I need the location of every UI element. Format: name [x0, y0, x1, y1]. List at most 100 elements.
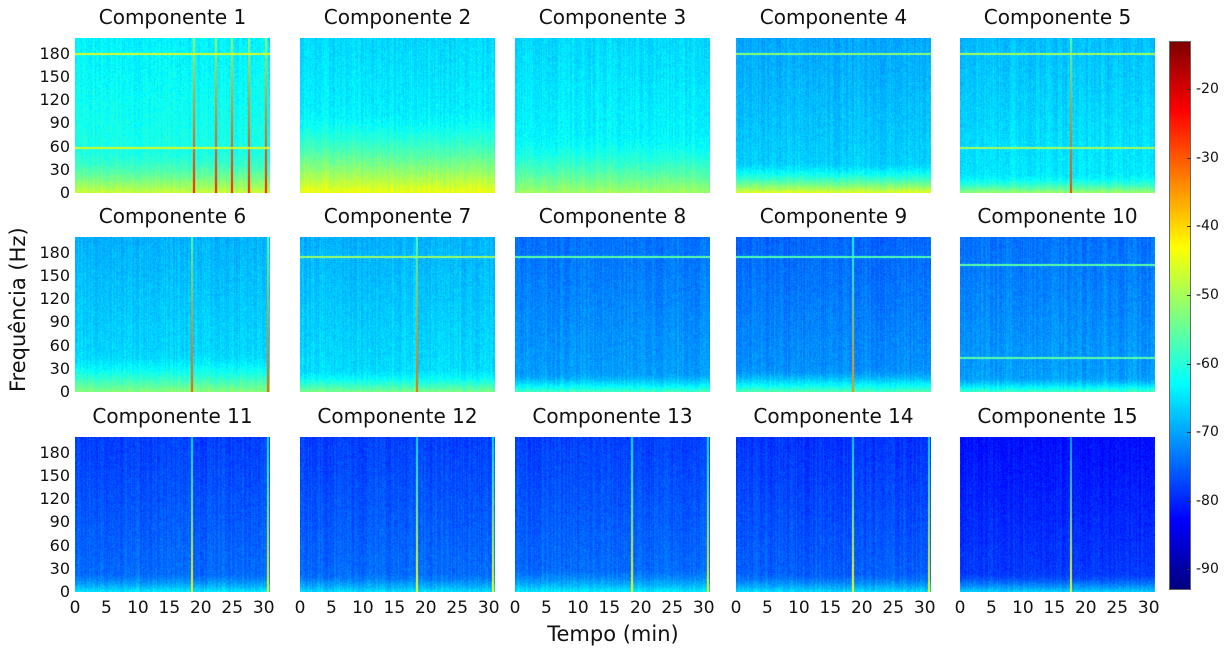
- spectrogram-panel: [75, 437, 270, 592]
- x-tick-label: 25: [1106, 598, 1129, 618]
- panel-title: Componente 11: [92, 404, 253, 428]
- y-tick-label: 30: [49, 358, 70, 378]
- x-axis-label: Tempo (min): [547, 622, 679, 646]
- panel-title: Componente 1: [98, 5, 247, 29]
- colorbar-tick-label: -90: [1196, 561, 1219, 578]
- x-tick-label: 25: [661, 598, 684, 618]
- x-tick-label: 20: [414, 598, 437, 618]
- spectrogram-heatmap: [300, 437, 495, 592]
- spectrogram-panel: [736, 437, 931, 592]
- colorbar-tick-mark: [1187, 569, 1191, 571]
- panel-title: Componente 4: [759, 5, 908, 29]
- y-tick-label: 120: [39, 289, 70, 308]
- colorbar-tick-label: -80: [1196, 492, 1219, 509]
- spectrogram-panel: [300, 237, 495, 392]
- spectrogram-heatmap: [736, 237, 931, 392]
- colorbar-tick-label: -70: [1196, 424, 1219, 441]
- x-tick-label: 20: [850, 598, 873, 618]
- x-tick-label: 5: [541, 598, 552, 618]
- y-tick-label: 90: [49, 512, 70, 532]
- x-tick-label: 20: [629, 598, 652, 618]
- spectrogram-panel: [75, 237, 270, 392]
- spectrogram-panel: [736, 38, 931, 193]
- x-tick-label: 20: [189, 598, 212, 618]
- panel-title: Componente 13: [532, 404, 693, 428]
- y-axis-label: Frequência (Hz): [6, 227, 30, 392]
- spectrogram-panel: [960, 437, 1155, 592]
- colorbar-tick-label: -50: [1196, 286, 1219, 303]
- spectrogram-panel: [515, 237, 710, 392]
- panel-title: Componente 12: [317, 404, 478, 428]
- spectrogram-panel: [515, 437, 710, 592]
- y-tick-label: 90: [49, 113, 70, 133]
- colorbar-tick-mark: [1187, 432, 1191, 434]
- spectrogram-panel: [300, 437, 495, 592]
- y-tick-label: 150: [39, 66, 70, 86]
- panel-title: Componente 2: [323, 5, 472, 29]
- panel-title: Componente 8: [538, 204, 687, 228]
- spectrogram-panel: [75, 38, 270, 193]
- x-tick-label: 30: [1137, 598, 1160, 618]
- colorbar-tick-label: -30: [1196, 149, 1219, 166]
- panel-title: Componente 5: [983, 5, 1132, 29]
- spectrogram-heatmap: [300, 38, 495, 193]
- colorbar-tick-label: -20: [1196, 81, 1219, 98]
- x-tick-label: 15: [383, 598, 406, 618]
- y-tick-label: 90: [49, 312, 70, 332]
- spectrogram-heatmap: [960, 38, 1155, 193]
- colorbar-tick-label: -40: [1196, 218, 1219, 235]
- panel-title: Componente 6: [98, 204, 247, 228]
- panel-title: Componente 9: [759, 204, 908, 228]
- x-tick-label: 25: [446, 598, 469, 618]
- x-tick-label: 10: [352, 598, 374, 618]
- panel-title: Componente 14: [753, 404, 914, 428]
- y-tick-label: 60: [49, 535, 70, 555]
- spectrogram-heatmap: [736, 38, 931, 193]
- y-tick-label: 60: [49, 335, 70, 355]
- x-tick-label: 15: [158, 598, 181, 618]
- y-tick-label: 30: [49, 159, 70, 179]
- colorbar: [1169, 41, 1191, 590]
- colorbar-tick-mark: [1187, 363, 1191, 365]
- y-tick-label: 0: [59, 582, 70, 601]
- spectrogram-heatmap: [515, 237, 710, 392]
- y-tick-label: 0: [59, 183, 70, 202]
- y-tick-label: 180: [39, 43, 70, 63]
- panel-title: Componente 3: [538, 5, 687, 29]
- x-tick-label: 15: [819, 598, 842, 618]
- x-tick-label: 30: [913, 598, 936, 618]
- x-tick-label: 0: [69, 598, 81, 618]
- spectrogram-heatmap: [300, 237, 495, 392]
- spectrogram-heatmap: [515, 437, 710, 592]
- spectrogram-heatmap: [960, 237, 1155, 392]
- x-tick-label: 0: [509, 598, 521, 618]
- y-tick-label: 180: [39, 442, 70, 462]
- spectrogram-heatmap: [75, 237, 270, 392]
- colorbar-tick-mark: [1187, 294, 1191, 296]
- x-tick-label: 30: [252, 598, 275, 618]
- y-tick-label: 0: [59, 382, 70, 401]
- spectrogram-heatmap: [515, 38, 710, 193]
- y-tick-label: 60: [49, 136, 70, 156]
- panel-title: Componente 7: [323, 204, 472, 228]
- panel-title: Componente 15: [977, 404, 1138, 428]
- colorbar-tick-mark: [1187, 500, 1191, 502]
- colorbar-tick-mark: [1187, 226, 1191, 228]
- x-tick-label: 5: [762, 598, 773, 618]
- x-tick-label: 10: [1012, 598, 1034, 618]
- x-tick-label: 5: [101, 598, 112, 618]
- colorbar-tick-mark: [1187, 157, 1191, 159]
- y-tick-label: 150: [39, 265, 70, 285]
- spectrogram-heatmap: [960, 437, 1155, 592]
- x-tick-label: 10: [127, 598, 149, 618]
- x-tick-label: 30: [692, 598, 715, 618]
- x-tick-label: 0: [954, 598, 966, 618]
- spectrogram-heatmap: [75, 437, 270, 592]
- colorbar-gradient: [1170, 42, 1190, 589]
- x-tick-label: 25: [882, 598, 905, 618]
- x-tick-label: 15: [598, 598, 621, 618]
- x-tick-label: 5: [986, 598, 997, 618]
- x-tick-label: 30: [477, 598, 500, 618]
- spectrogram-panel: [960, 38, 1155, 193]
